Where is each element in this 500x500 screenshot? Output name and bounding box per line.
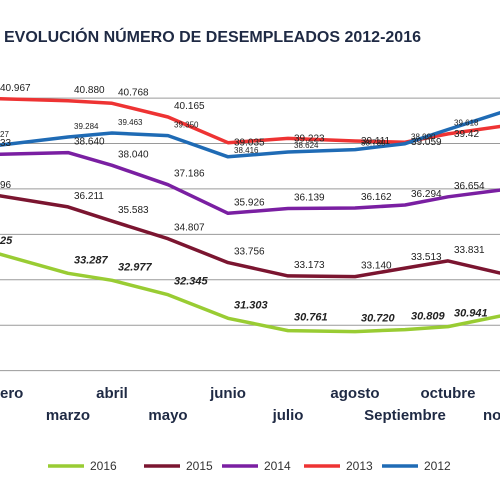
data-label: 33.140 bbox=[361, 261, 392, 272]
series-line-2012 bbox=[0, 111, 500, 159]
series-line-2015 bbox=[0, 194, 500, 279]
data-label: 38.040 bbox=[118, 149, 149, 160]
data-label: 38.730 bbox=[361, 139, 386, 148]
data-label: 38.640 bbox=[74, 137, 105, 148]
data-label: 39.223 bbox=[294, 133, 325, 144]
data-label: 39.059 bbox=[411, 137, 442, 148]
legend-label-2015: 2015 bbox=[186, 459, 213, 473]
data-label: 32.977 bbox=[118, 261, 153, 273]
data-label: 34.807 bbox=[174, 223, 205, 234]
x-tick-label: junio bbox=[209, 385, 246, 402]
data-label: 39.350 bbox=[174, 121, 199, 130]
data-label: 38.416 bbox=[234, 146, 259, 155]
data-label: 39.42 bbox=[454, 129, 479, 140]
data-label: 40.165 bbox=[174, 101, 205, 112]
legend-label-2016: 2016 bbox=[90, 459, 117, 473]
data-label: 40.768 bbox=[118, 87, 149, 98]
data-label: 33.513 bbox=[411, 252, 442, 263]
data-label: 35.926 bbox=[234, 197, 265, 208]
data-label: 96 bbox=[0, 180, 12, 191]
data-label: 38.624 bbox=[294, 141, 319, 150]
data-label: 39.618 bbox=[454, 118, 479, 127]
data-label: 25 bbox=[0, 235, 13, 247]
x-tick-label: mayo bbox=[148, 407, 187, 424]
data-label: 31.303 bbox=[234, 299, 268, 311]
x-tick-label: octubre bbox=[420, 385, 475, 402]
x-tick-label: abril bbox=[96, 385, 128, 402]
legend: 2016 2015 2014 2013 2012 bbox=[48, 459, 451, 473]
x-tick-label: agosto bbox=[330, 385, 379, 402]
data-label: 30.761 bbox=[294, 312, 328, 324]
data-label: 40.880 bbox=[74, 85, 105, 96]
data-label: 40.967 bbox=[0, 83, 31, 94]
x-axis-labels: ero marzo abril mayo junio julio agosto Septiem… bbox=[0, 385, 500, 424]
data-label: 33.173 bbox=[294, 260, 325, 271]
data-label: 36.294 bbox=[411, 189, 442, 200]
x-tick-label: julio bbox=[272, 407, 304, 424]
data-label: 37.186 bbox=[174, 169, 205, 180]
x-tick-label: ero bbox=[0, 385, 23, 402]
series-lines bbox=[0, 97, 500, 334]
data-label: 39.035 bbox=[234, 138, 265, 149]
data-label: 36.162 bbox=[361, 192, 392, 203]
series-line-2016 bbox=[0, 252, 500, 334]
data-label: 33.831 bbox=[454, 245, 485, 256]
data-labels: 25 33.287 32.977 32.345 31.303 30.761 30.720 30… bbox=[0, 83, 488, 325]
data-label: 33 bbox=[0, 138, 12, 149]
data-label: 30.720 bbox=[361, 313, 396, 325]
data-label: 38.990 bbox=[411, 133, 436, 142]
data-label: 36.139 bbox=[294, 192, 325, 203]
data-label: 33.287 bbox=[74, 254, 109, 266]
data-label: 27 bbox=[0, 130, 9, 139]
data-label: 30.941 bbox=[454, 308, 488, 320]
x-tick-label: marzo bbox=[46, 407, 90, 424]
data-label: 32.345 bbox=[174, 276, 209, 288]
series-line-2014 bbox=[0, 150, 500, 216]
data-label: 39.111 bbox=[361, 136, 391, 147]
legend-label-2013: 2013 bbox=[346, 459, 373, 473]
grid bbox=[0, 97, 500, 372]
data-label: 36.211 bbox=[74, 191, 104, 202]
data-label: 30.809 bbox=[411, 311, 446, 323]
legend-label-2014: 2014 bbox=[264, 459, 291, 473]
data-label: 33.756 bbox=[234, 247, 265, 258]
chart-title: EVOLUCIÓN NÚMERO DE DESEMPLEADOS 2012-20… bbox=[4, 27, 421, 46]
data-label: 35.583 bbox=[118, 205, 149, 216]
legend-label-2012: 2012 bbox=[424, 459, 451, 473]
x-tick-label: Septiembre bbox=[364, 407, 446, 424]
x-tick-label: no bbox=[483, 407, 500, 424]
data-label: 39.463 bbox=[118, 118, 143, 127]
data-label: 39.284 bbox=[74, 122, 99, 131]
data-label: 36.654 bbox=[454, 181, 485, 192]
